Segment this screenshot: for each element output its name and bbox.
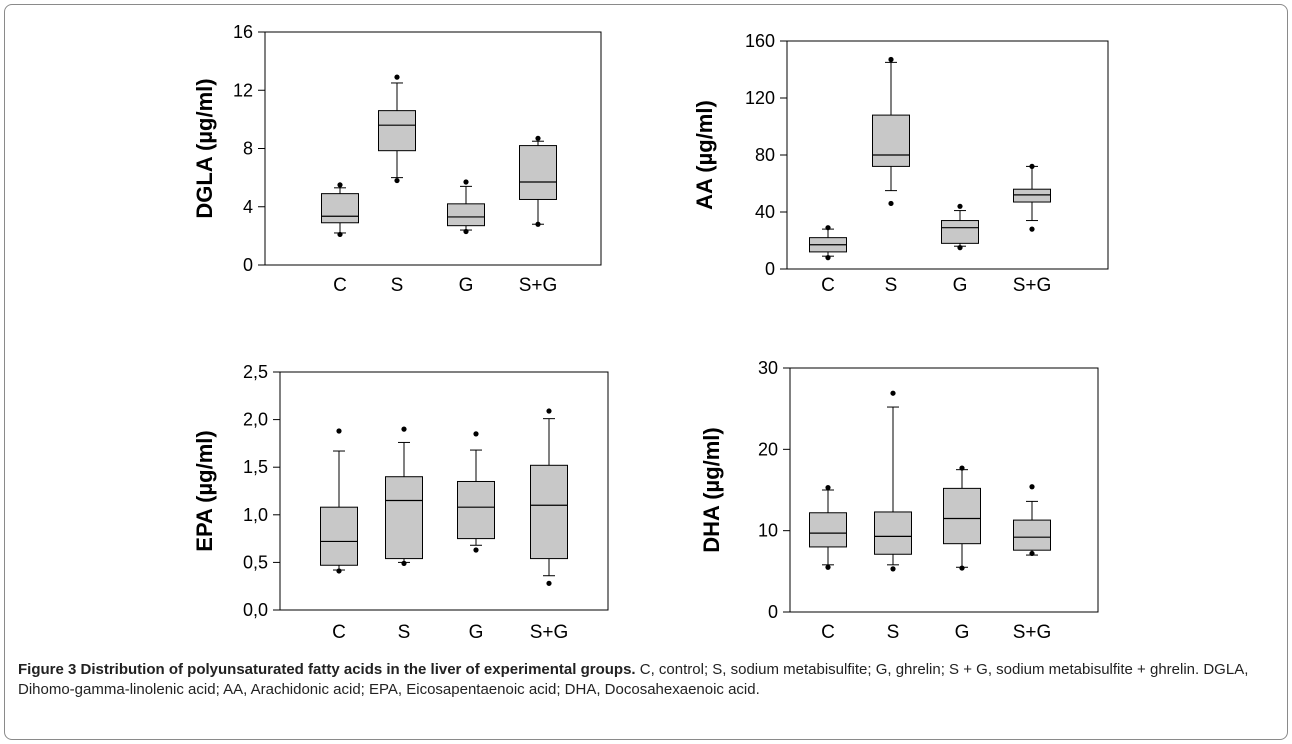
caption-title: Figure 3 Distribution of polyunsaturated…: [18, 661, 636, 678]
y-tick-label: 2,0: [243, 410, 268, 430]
x-tick-label: C: [821, 275, 835, 296]
chart-area: 0 4 8 12 16 DGLA (µg/ml) C S G S+G 0 40 80 120 160 AA (…: [192, 22, 1109, 643]
y-tick-label: 10: [758, 521, 778, 541]
box: [385, 476, 423, 560]
box: [321, 193, 359, 224]
plot-frame: [789, 367, 1099, 613]
outlier-point: [888, 200, 894, 207]
outlier-point: [825, 255, 831, 261]
outlier-point: [959, 465, 965, 471]
y-tick-label: 16: [233, 22, 253, 42]
box: [457, 480, 495, 540]
plot-frame: [279, 371, 609, 611]
outlier-point: [825, 484, 831, 491]
outlier-point: [1029, 163, 1035, 169]
y-axis-label: DHA (µg/ml): [699, 427, 724, 553]
outlier-point: [337, 182, 343, 188]
outlier-point: [535, 135, 541, 141]
y-tick-label: 0: [765, 259, 775, 279]
figure-caption: Figure 3 Distribution of polyunsaturated…: [18, 660, 1280, 700]
x-tick-label: C: [332, 622, 346, 643]
outlier-point: [546, 580, 552, 586]
outlier-point: [336, 568, 342, 574]
x-tick-label: S+G: [519, 275, 558, 296]
outlier-point: [463, 179, 469, 185]
outlier-point: [1029, 226, 1035, 232]
outlier-point: [463, 228, 469, 235]
y-tick-label: 80: [755, 145, 775, 165]
outlier-point: [957, 203, 963, 209]
y-tick-label: 40: [755, 202, 775, 222]
x-tick-label: G: [953, 275, 968, 296]
x-tick-label: S+G: [1013, 622, 1052, 643]
outlier-point: [957, 245, 963, 251]
y-tick-label: 0: [243, 255, 253, 275]
box: [943, 487, 981, 545]
outlier-point: [888, 56, 894, 63]
x-tick-label: C: [333, 275, 347, 296]
x-tick-label: S+G: [1013, 275, 1052, 296]
x-tick-label: S: [398, 622, 411, 643]
x-tick-label: G: [955, 622, 970, 643]
y-tick-label: 30: [758, 358, 778, 378]
outlier-point: [473, 431, 479, 437]
box: [378, 110, 416, 152]
y-tick-label: 0,5: [243, 552, 268, 572]
x-tick-label: G: [469, 622, 484, 643]
x-tick-label: S: [887, 622, 900, 643]
y-tick-label: 2,5: [243, 362, 268, 382]
y-tick-label: 1,0: [243, 505, 268, 525]
y-tick-label: 20: [758, 439, 778, 459]
outlier-point: [401, 560, 407, 566]
outlier-point: [394, 177, 400, 184]
y-tick-label: 0: [768, 602, 778, 622]
outlier-point: [825, 564, 831, 570]
outlier-point: [535, 221, 541, 227]
box: [874, 511, 912, 555]
outlier-point: [1029, 550, 1035, 557]
box: [1013, 519, 1051, 551]
figure-frame: [4, 4, 1288, 740]
y-tick-label: 160: [745, 31, 775, 51]
x-tick-label: S+G: [530, 622, 569, 643]
outlier-point: [401, 426, 407, 432]
outlier-point: [1029, 484, 1035, 490]
box: [809, 512, 847, 548]
box: [320, 506, 358, 566]
y-tick-label: 4: [243, 197, 253, 217]
box: [872, 114, 910, 167]
y-axis-label: AA (µg/ml): [692, 100, 717, 210]
box: [1013, 188, 1051, 203]
x-tick-label: S: [391, 275, 404, 296]
y-tick-label: 8: [243, 139, 253, 159]
y-tick-label: 120: [745, 88, 775, 108]
outlier-point: [337, 231, 343, 238]
y-tick-label: 1,5: [243, 457, 268, 477]
caption-body: C, control; S, sodium metabisulfite; G, …: [18, 661, 1249, 698]
outlier-point: [546, 408, 552, 414]
outlier-point: [890, 566, 896, 572]
outlier-point: [825, 225, 831, 231]
x-tick-label: G: [459, 275, 474, 296]
box: [519, 145, 557, 200]
outlier-point: [473, 547, 479, 553]
box: [447, 203, 485, 227]
outlier-point: [336, 428, 342, 434]
box: [941, 220, 979, 244]
y-tick-label: 0,0: [243, 600, 268, 620]
x-tick-label: C: [821, 622, 835, 643]
box: [530, 464, 568, 560]
y-axis-label: EPA (µg/ml): [192, 430, 217, 551]
y-axis-label: DGLA (µg/ml): [192, 78, 217, 218]
outlier-point: [959, 565, 965, 571]
outlier-point: [394, 74, 400, 80]
outlier-point: [890, 390, 896, 396]
x-tick-label: S: [885, 275, 898, 296]
y-tick-label: 12: [233, 80, 253, 100]
